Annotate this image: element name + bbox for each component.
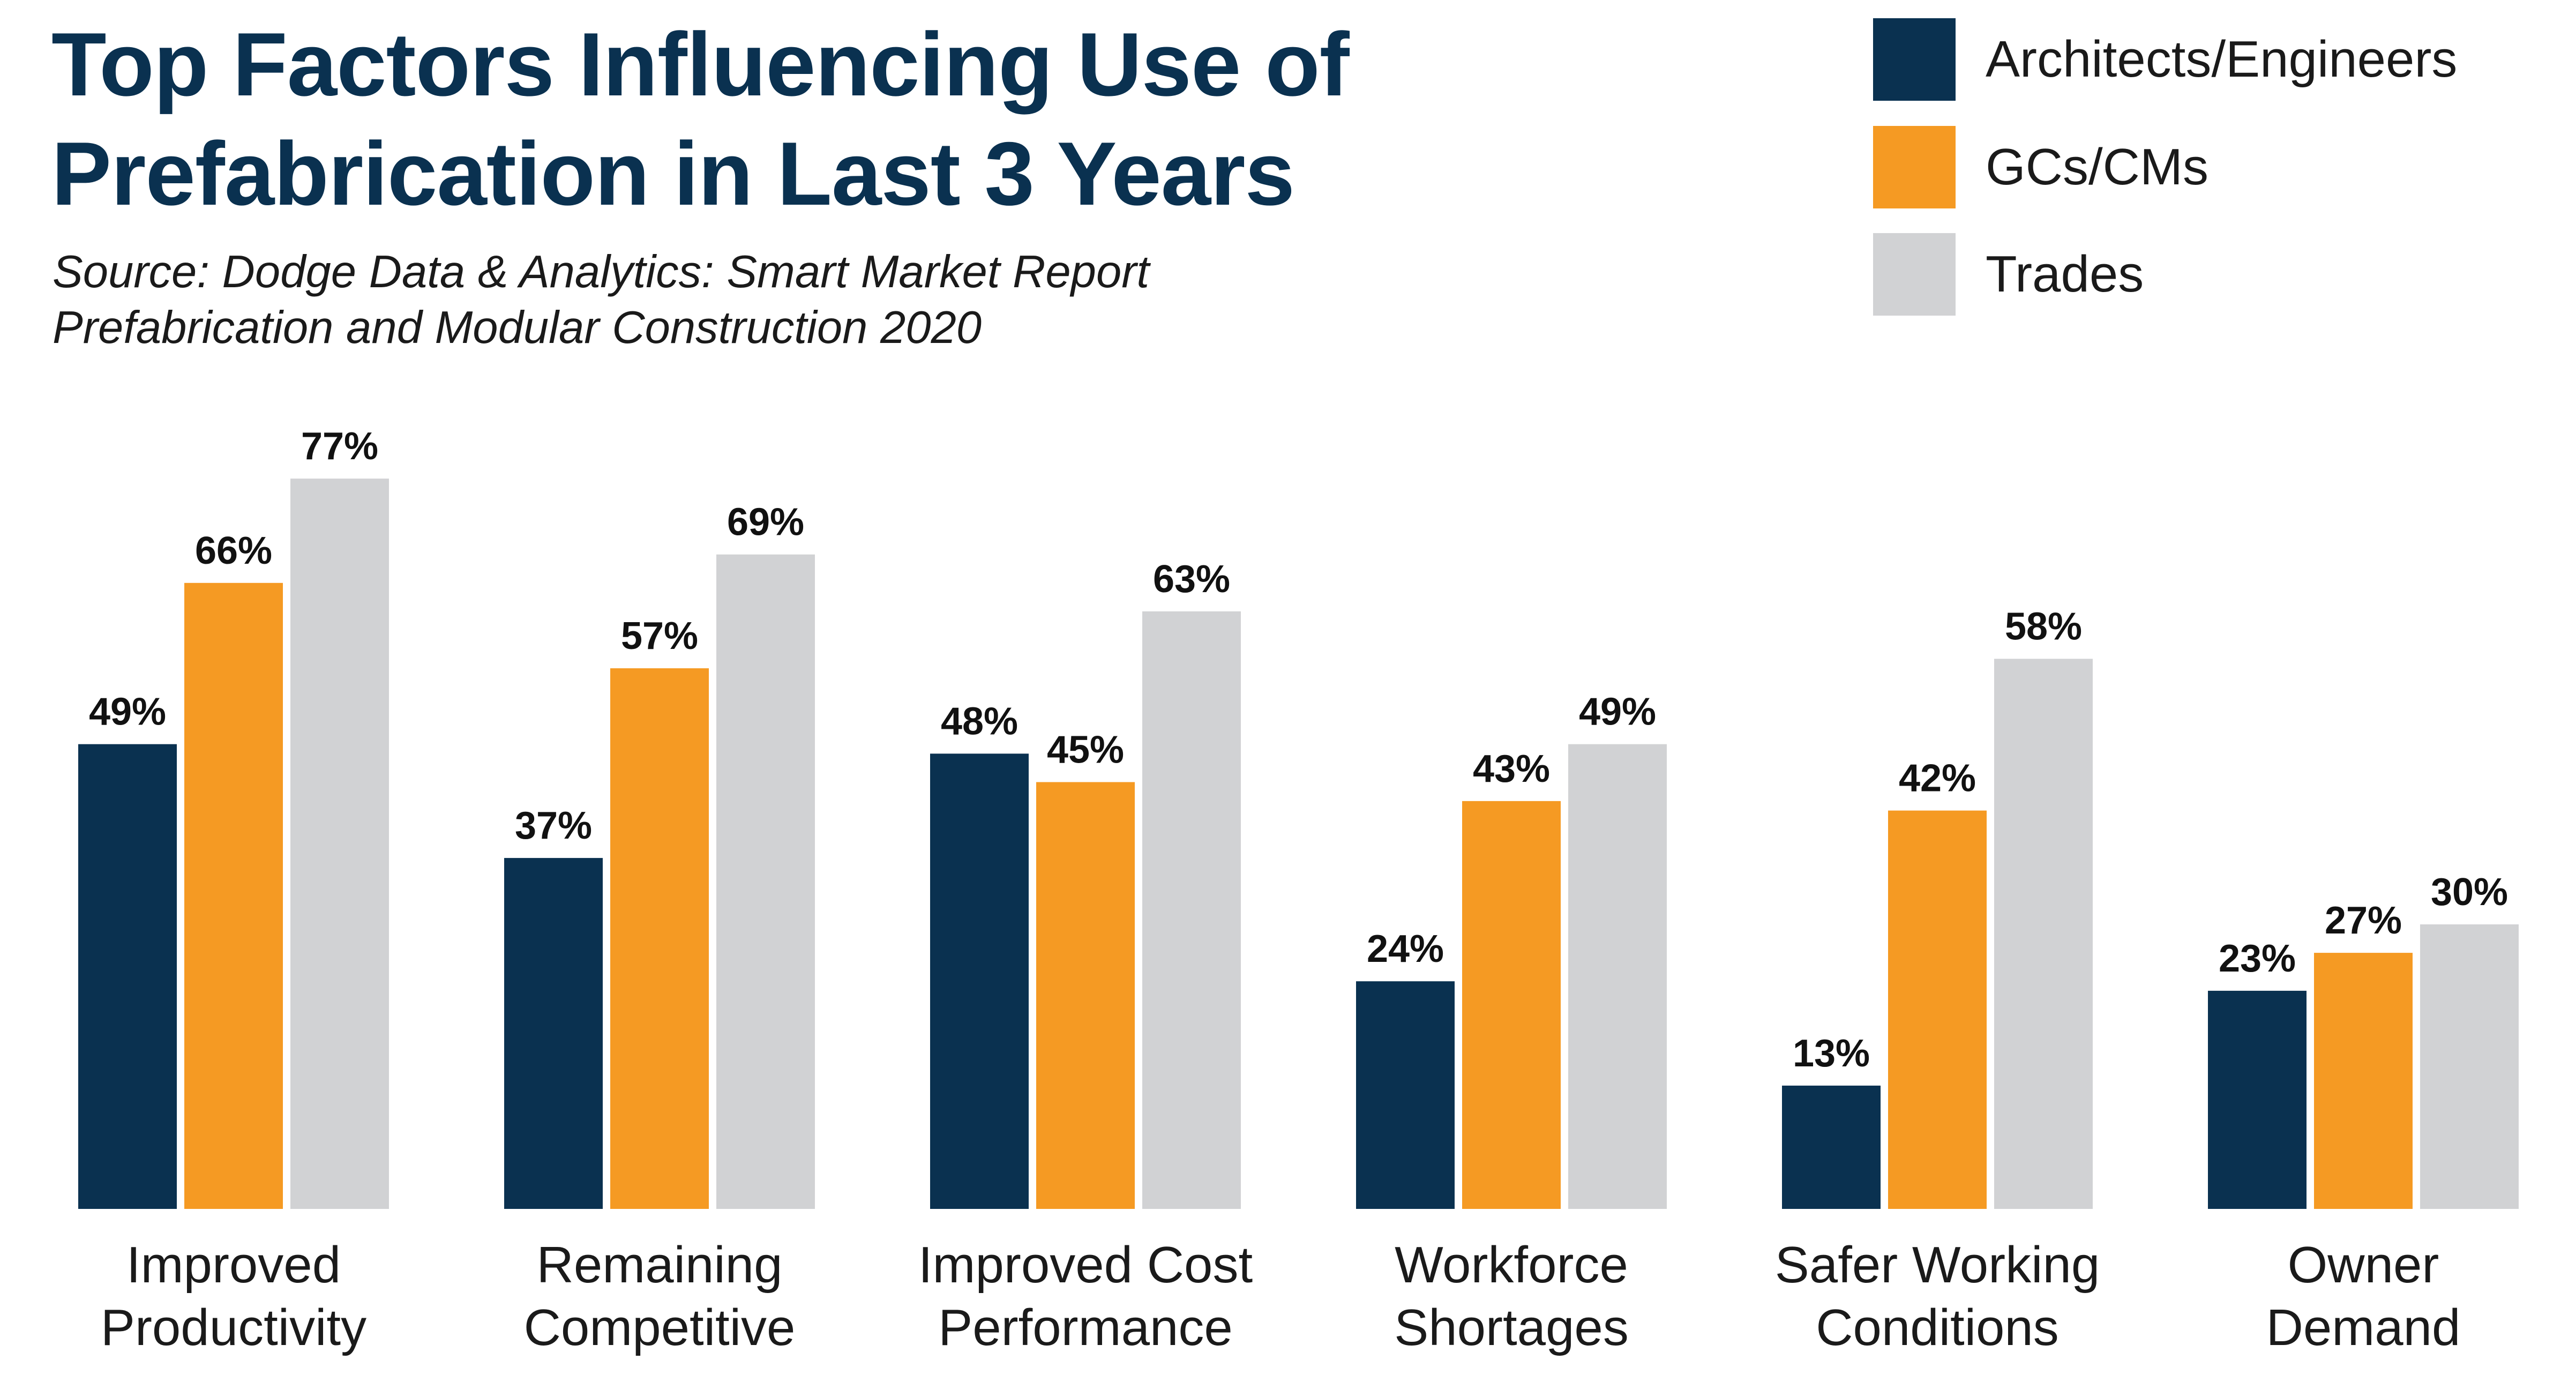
bar-improved-productivity-gcs-cms bbox=[184, 582, 283, 1209]
chart-title-line-1: Top Factors Influencing Use of bbox=[51, 14, 1350, 115]
legend-swatch-gcs-cms bbox=[1873, 126, 1956, 208]
bar-owner-demand-gcs-cms bbox=[2314, 953, 2413, 1209]
chart-title-line-2: Prefabrication in Last 3 Years bbox=[51, 123, 1295, 224]
legend-item-trades: Trades bbox=[1873, 233, 2570, 316]
value-label-workforce-shortages-trades: 49% bbox=[1579, 691, 1656, 734]
chart-source-line-2: Prefabrication and Modular Construction … bbox=[53, 302, 982, 353]
value-label-owner-demand-trades: 30% bbox=[2431, 871, 2508, 914]
legend-item-architects-engineers: Architects/Engineers bbox=[1873, 18, 2570, 101]
bar-safer-working-conditions-gcs-cms bbox=[1888, 810, 1987, 1209]
bar-improved-cost-performance-architects-engineers bbox=[930, 753, 1029, 1209]
category-label-remaining-competitive-line-2: Competitive bbox=[524, 1299, 796, 1356]
bar-remaining-competitive-trades bbox=[716, 554, 815, 1209]
value-label-improved-productivity-architects-engineers: 49% bbox=[89, 691, 166, 734]
bar-workforce-shortages-trades bbox=[1568, 744, 1667, 1209]
value-label-safer-working-conditions-architects-engineers: 13% bbox=[1793, 1032, 1870, 1075]
legend-swatch-trades bbox=[1873, 233, 1956, 316]
legend-label-trades: Trades bbox=[1986, 245, 2144, 303]
value-label-remaining-competitive-trades: 69% bbox=[727, 501, 804, 544]
category-label-safer-working-conditions-line-1: Safer Working bbox=[1775, 1236, 2100, 1294]
value-label-improved-cost-performance-architects-engineers: 48% bbox=[941, 700, 1018, 743]
bar-improved-productivity-trades bbox=[290, 479, 389, 1209]
bar-workforce-shortages-gcs-cms bbox=[1462, 801, 1561, 1209]
category-label-workforce-shortages-line-1: Workforce bbox=[1395, 1236, 1628, 1294]
value-label-remaining-competitive-gcs-cms: 57% bbox=[621, 615, 698, 658]
value-label-improved-cost-performance-trades: 63% bbox=[1153, 558, 1230, 601]
bar-remaining-competitive-architects-engineers bbox=[504, 858, 603, 1209]
value-label-owner-demand-architects-engineers: 23% bbox=[2219, 937, 2296, 980]
bar-owner-demand-trades bbox=[2420, 924, 2519, 1209]
value-label-remaining-competitive-architects-engineers: 37% bbox=[515, 804, 592, 847]
bar-workforce-shortages-architects-engineers bbox=[1356, 981, 1455, 1209]
category-label-workforce-shortages-line-2: Shortages bbox=[1394, 1299, 1629, 1356]
legend-swatch-architects-engineers bbox=[1873, 18, 1956, 101]
category-label-improved-productivity-line-2: Productivity bbox=[101, 1299, 366, 1356]
value-label-improved-productivity-gcs-cms: 66% bbox=[195, 529, 272, 572]
bar-improved-cost-performance-gcs-cms bbox=[1036, 782, 1135, 1209]
category-label-owner-demand-line-1: Owner bbox=[2288, 1236, 2439, 1294]
chart-source-line-1: Source: Dodge Data & Analytics: Smart Ma… bbox=[53, 246, 1150, 297]
value-label-improved-cost-performance-gcs-cms: 45% bbox=[1047, 729, 1124, 772]
legend-item-gcs-cms: GCs/CMs bbox=[1873, 126, 2570, 208]
bar-improved-cost-performance-trades bbox=[1142, 611, 1241, 1209]
bar-safer-working-conditions-architects-engineers bbox=[1782, 1085, 1881, 1209]
chart-title: Top Factors Influencing Use of Prefabric… bbox=[51, 10, 1498, 228]
bar-owner-demand-architects-engineers bbox=[2208, 990, 2307, 1209]
category-label-improved-productivity-line-1: Improved bbox=[126, 1236, 341, 1294]
value-label-safer-working-conditions-trades: 58% bbox=[2005, 605, 2082, 648]
legend-label-gcs-cms: GCs/CMs bbox=[1986, 138, 2208, 196]
value-label-owner-demand-gcs-cms: 27% bbox=[2325, 899, 2402, 942]
value-label-workforce-shortages-architects-engineers: 24% bbox=[1367, 928, 1444, 970]
value-label-improved-productivity-trades: 77% bbox=[301, 425, 378, 468]
chart-source: Source: Dodge Data & Analytics: Smart Ma… bbox=[53, 244, 1446, 356]
category-label-safer-working-conditions-line-2: Conditions bbox=[1816, 1299, 2059, 1356]
bar-improved-productivity-architects-engineers bbox=[78, 744, 177, 1209]
category-label-improved-cost-performance-line-2: Performance bbox=[938, 1299, 1233, 1356]
category-label-owner-demand-line-2: Demand bbox=[2266, 1299, 2461, 1356]
value-label-workforce-shortages-gcs-cms: 43% bbox=[1473, 748, 1550, 790]
category-label-improved-cost-performance-line-1: Improved Cost bbox=[918, 1236, 1253, 1294]
legend-label-architects-engineers: Architects/Engineers bbox=[1986, 31, 2458, 88]
category-label-remaining-competitive-line-1: Remaining bbox=[537, 1236, 783, 1294]
value-label-safer-working-conditions-gcs-cms: 42% bbox=[1899, 757, 1976, 800]
bar-remaining-competitive-gcs-cms bbox=[610, 668, 709, 1209]
bar-safer-working-conditions-trades bbox=[1994, 659, 2093, 1209]
